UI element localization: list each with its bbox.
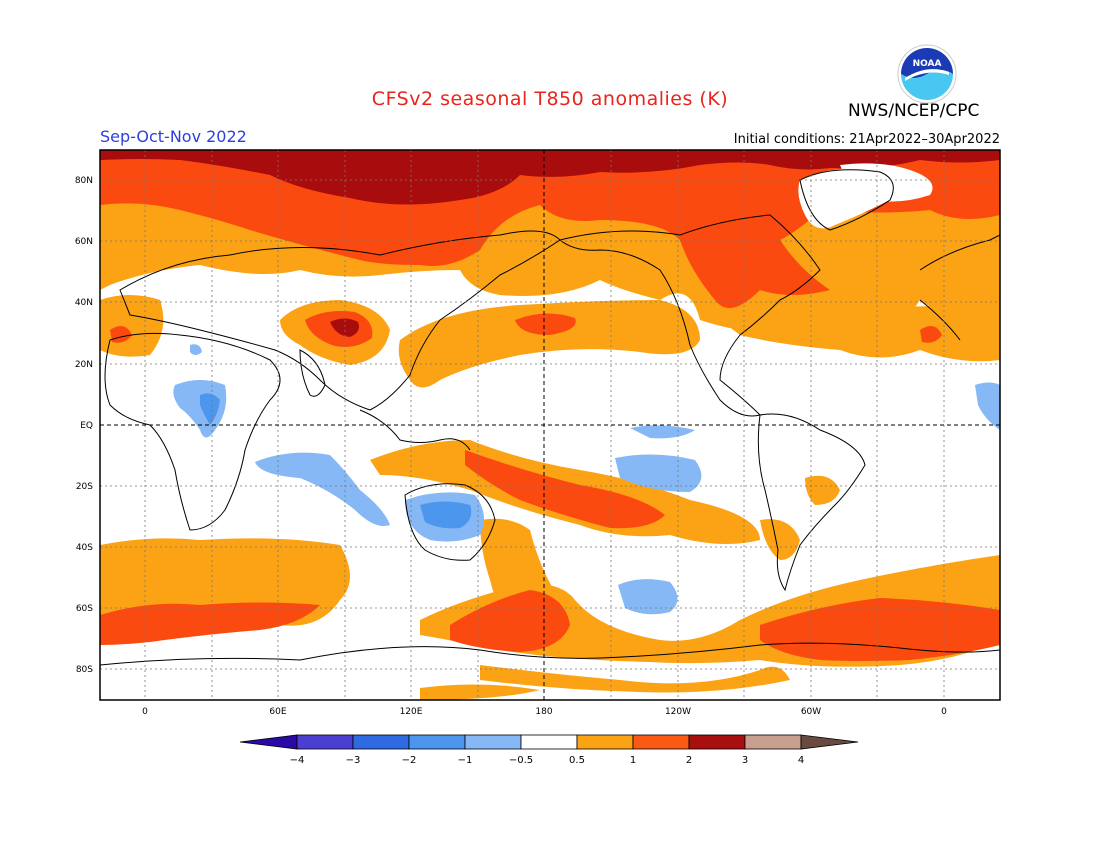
- lat-axis: 80N 60N 40N 20N EQ 20S 40S 60S 80S: [75, 176, 93, 675]
- noaa-logo-icon: NOAA: [897, 44, 957, 104]
- season-label: Sep-Oct-Nov 2022: [100, 127, 247, 146]
- lat-label: 20S: [76, 482, 93, 492]
- anomaly-region-natlantic-orange: [720, 300, 1000, 362]
- colorbar-swatch: [688, 734, 746, 750]
- colorbar-swatch: [239, 734, 298, 750]
- coastlines: [100, 169, 1000, 666]
- colorbar-swatch: [744, 734, 802, 750]
- anomaly-region-argentina-orange: [760, 519, 800, 560]
- anomaly-region-cpacific-blue-light: [630, 425, 695, 439]
- lat-label: 60N: [75, 237, 93, 247]
- anomaly-region-southocean-red: [450, 590, 570, 652]
- map-title: CFSv2 seasonal T850 anomalies (K): [371, 88, 729, 110]
- anomaly-region-spcz-red: [465, 450, 665, 529]
- anomaly-region-arctic-darkred: [100, 150, 1000, 205]
- lat-label: 80N: [75, 176, 93, 186]
- anomaly-region-pacific-orange: [398, 300, 700, 388]
- anomaly-region-iberia-red-east: [920, 326, 942, 343]
- lon-axis: 0 60E 120E 180 120W 60W 0: [142, 707, 947, 717]
- coast-antarctica: [100, 642, 1000, 666]
- anomaly-region-pacific-red: [515, 313, 576, 335]
- lat-label: EQ: [80, 421, 93, 431]
- agency-label: NWS/NCEP/CPC: [848, 101, 980, 121]
- lat-label: 60S: [76, 604, 93, 614]
- colorbar-tick-label: −0.5: [509, 755, 533, 766]
- lon-label: 120W: [665, 707, 691, 717]
- lon-label: 180: [535, 707, 552, 717]
- anomaly-region-weddell-red: [760, 598, 1000, 661]
- colorbar-swatch: [352, 734, 410, 750]
- colorbar-swatch: [632, 734, 690, 750]
- initial-conditions-label: Initial conditions: 21Apr2022–30Apr2022: [733, 132, 1000, 147]
- coast-south-america: [757, 413, 866, 592]
- anomaly-region-natlantic-blue-light: [975, 382, 1000, 430]
- anomaly-region-southpacific-blue-light: [618, 579, 678, 615]
- colorbar-tick-label: −2: [402, 755, 417, 766]
- lat-label: 40N: [75, 298, 93, 308]
- colorbar-swatch: [576, 734, 634, 750]
- colorbar-tick-label: −4: [290, 755, 305, 766]
- coast-seasia: [359, 409, 471, 451]
- colorbar-tick-label: 4: [798, 755, 804, 766]
- anomaly-region-antarctic-orange-west: [420, 684, 540, 700]
- anomaly-region-indian-blue-light: [255, 452, 390, 526]
- colorbar-tick-label: 1: [630, 755, 636, 766]
- lat-label: 80S: [76, 665, 93, 675]
- anomaly-region-africa-blue: [200, 393, 220, 425]
- logo-text: NOAA: [913, 59, 942, 69]
- lon-label: 0: [142, 707, 148, 717]
- coast-africa: [104, 332, 281, 531]
- lon-label: 120E: [400, 707, 423, 717]
- anomaly-region-europe-orange: [100, 295, 164, 357]
- colorbar-swatch: [520, 734, 578, 750]
- lon-label: 60W: [801, 707, 821, 717]
- coast-europe-west: [919, 234, 1000, 341]
- colorbar-tick-label: 2: [686, 755, 692, 766]
- lat-label: 20N: [75, 360, 93, 370]
- coast-north-america: [558, 214, 821, 417]
- colorbar-swatch: [800, 734, 859, 750]
- anomaly-region-antarctic-orange: [480, 665, 790, 693]
- anomaly-region-epacific-blue-light: [615, 454, 702, 492]
- anomaly-region-australia-blue: [420, 501, 472, 529]
- lat-label: 40S: [76, 543, 93, 553]
- colorbar-swatch: [408, 734, 466, 750]
- anomaly-region-africa-blue-light: [173, 380, 227, 438]
- anomaly-region-south-red: [100, 602, 320, 645]
- coast-greenland: [799, 169, 894, 231]
- colorbar-tick-label: 3: [742, 755, 748, 766]
- colorbar-swatch: [296, 734, 354, 750]
- anomaly-region-easia-blue-light: [190, 344, 202, 355]
- anomaly-region-asia-darkred: [330, 318, 359, 337]
- lon-label: 0: [941, 707, 947, 717]
- colorbar-tick-label: 0.5: [569, 755, 585, 766]
- colorbar: [239, 734, 859, 750]
- colorbar-labels: −4 −3 −2 −1 −0.5 0.5 1 2 3 4: [290, 755, 805, 766]
- coast-eurasia: [119, 230, 561, 411]
- coast-australia: [404, 483, 496, 561]
- equator-dateline: [100, 150, 1000, 700]
- colorbar-swatch: [464, 734, 522, 750]
- lon-label: 60E: [269, 707, 286, 717]
- anomaly-region-satlantic-orange: [805, 475, 840, 505]
- colorbar-tick-label: −3: [346, 755, 361, 766]
- anomaly-region-arctic-white: [840, 163, 933, 202]
- map-frame: [99, 149, 1001, 701]
- colorbar-tick-label: −1: [458, 755, 473, 766]
